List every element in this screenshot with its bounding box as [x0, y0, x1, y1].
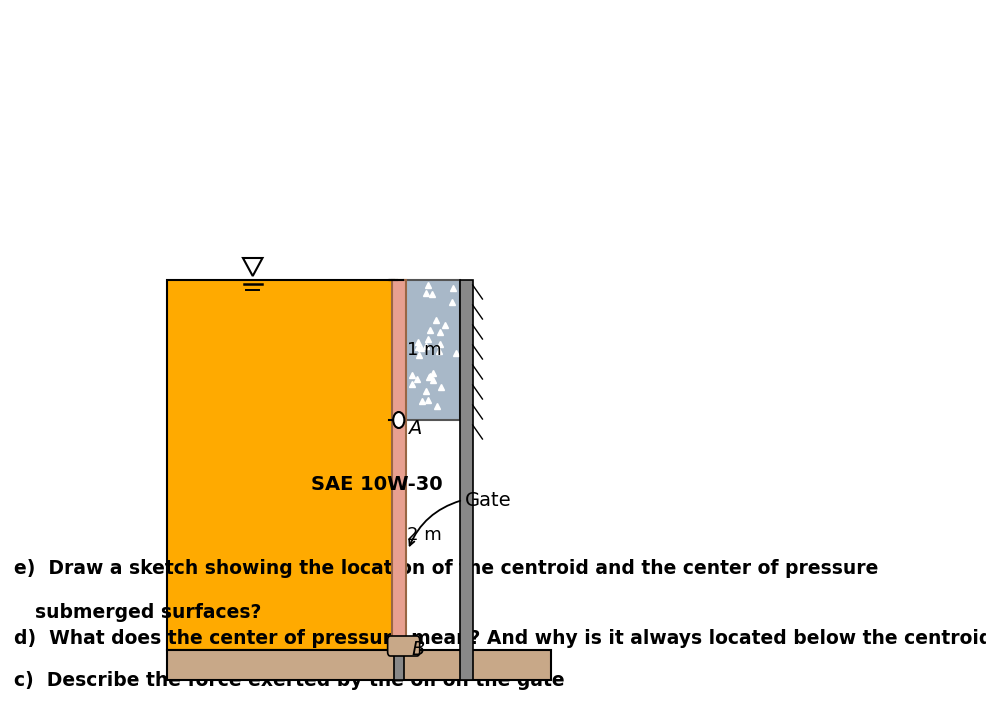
Text: A: A [408, 419, 421, 438]
Bar [391, 280, 406, 650]
Bar [393, 280, 404, 680]
Text: e)  Draw a sketch showing the location of the centroid and the center of pressur: e) Draw a sketch showing the location of… [14, 559, 879, 578]
Bar [168, 280, 393, 650]
Circle shape [393, 412, 404, 428]
Text: d)  What does the center of pressure mean? And why is it always located below th: d) What does the center of pressure mean… [14, 629, 986, 648]
Bar [404, 280, 460, 420]
FancyBboxPatch shape [387, 636, 420, 656]
Text: B: B [411, 640, 425, 659]
Text: 1 m: 1 m [407, 341, 442, 359]
Bar [460, 280, 472, 680]
Text: SAE 10W-30: SAE 10W-30 [311, 476, 442, 495]
Text: Gate: Gate [465, 491, 512, 510]
Text: c)  Describe the force exerted by the oil on the gate: c) Describe the force exerted by the oil… [14, 671, 565, 690]
Text: 2 m: 2 m [407, 526, 442, 544]
Bar [168, 650, 551, 680]
Text: submerged surfaces?: submerged surfaces? [35, 603, 261, 622]
